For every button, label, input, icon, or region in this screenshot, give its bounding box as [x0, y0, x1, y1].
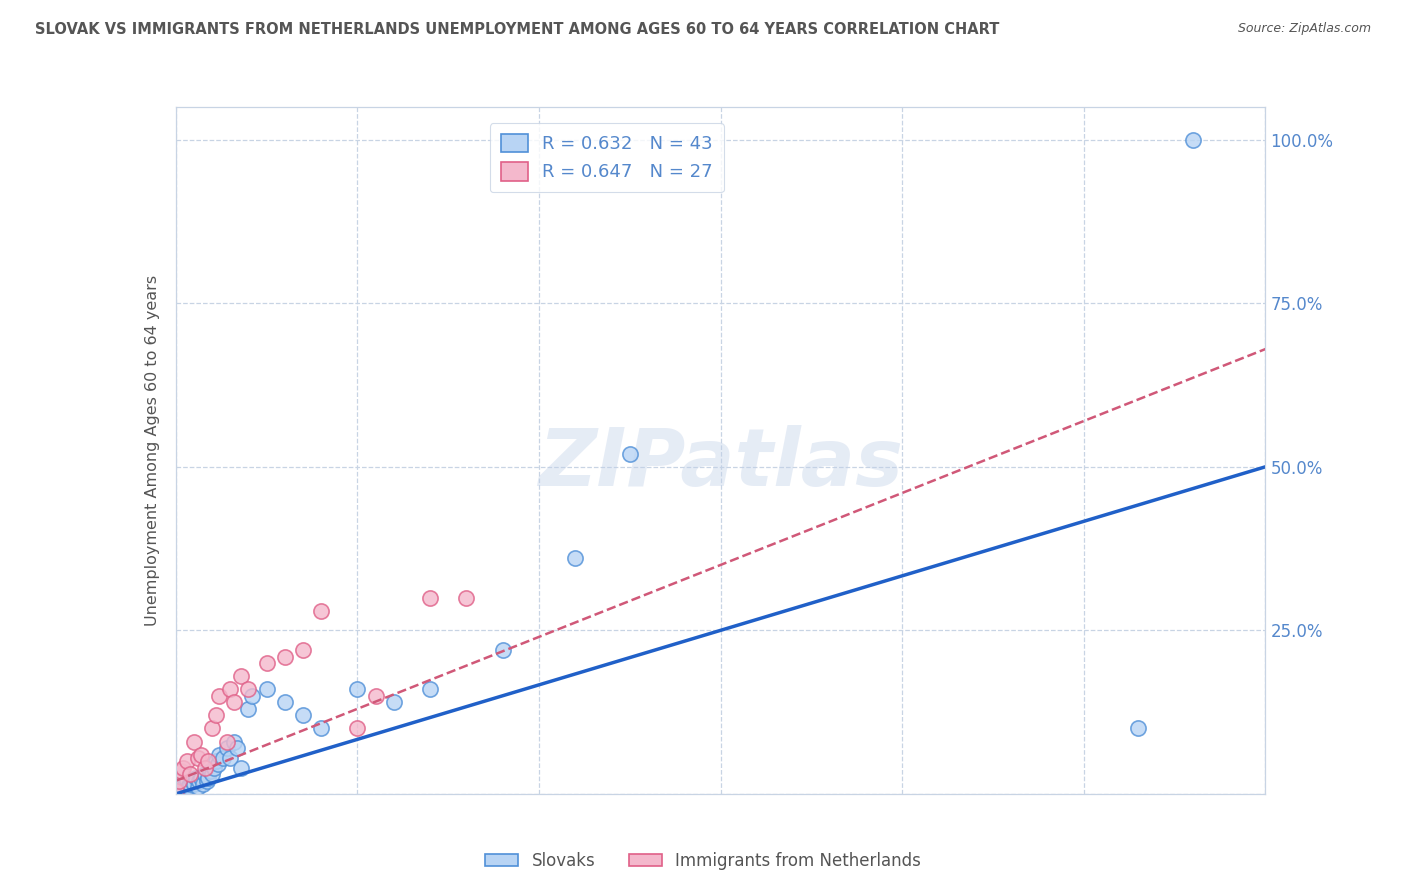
Point — [202, 761, 225, 775]
Point — [238, 682, 260, 697]
Point — [183, 777, 205, 791]
Point — [215, 741, 238, 756]
Legend: Slovaks, Immigrants from Netherlands: Slovaks, Immigrants from Netherlands — [478, 846, 928, 877]
Point — [186, 751, 209, 765]
Point — [181, 773, 204, 788]
Point — [231, 761, 253, 775]
Point — [274, 695, 297, 709]
Point — [197, 771, 219, 785]
Point — [173, 777, 195, 791]
Point — [240, 689, 263, 703]
Point — [204, 754, 226, 768]
Point — [201, 722, 224, 736]
Point — [208, 747, 231, 762]
Point — [619, 447, 641, 461]
Point — [172, 761, 194, 775]
Point — [492, 643, 515, 657]
Point — [419, 682, 441, 697]
Point — [208, 689, 231, 703]
Point — [212, 751, 235, 765]
Point — [197, 754, 219, 768]
Point — [382, 695, 405, 709]
Point — [231, 669, 253, 683]
Point — [215, 734, 238, 748]
Point — [256, 682, 278, 697]
Point — [419, 591, 441, 605]
Point — [291, 643, 314, 657]
Point — [222, 734, 245, 748]
Point — [346, 682, 368, 697]
Point — [200, 764, 222, 778]
Point — [194, 761, 217, 775]
Point — [170, 764, 193, 778]
Text: SLOVAK VS IMMIGRANTS FROM NETHERLANDS UNEMPLOYMENT AMONG AGES 60 TO 64 YEARS COR: SLOVAK VS IMMIGRANTS FROM NETHERLANDS UN… — [35, 22, 1000, 37]
Point — [179, 777, 201, 791]
Point — [219, 751, 242, 765]
Point — [222, 695, 245, 709]
Point — [190, 771, 212, 785]
Text: ZIPatlas: ZIPatlas — [538, 425, 903, 503]
Point — [176, 773, 198, 788]
Point — [1128, 722, 1150, 736]
Point — [195, 773, 218, 788]
Text: Source: ZipAtlas.com: Source: ZipAtlas.com — [1237, 22, 1371, 36]
Point — [190, 747, 212, 762]
Y-axis label: Unemployment Among Ages 60 to 64 years: Unemployment Among Ages 60 to 64 years — [145, 275, 160, 626]
Point — [364, 689, 387, 703]
Point — [256, 656, 278, 670]
Point — [346, 722, 368, 736]
Point — [191, 777, 214, 791]
Point — [194, 767, 217, 781]
Point — [165, 783, 187, 797]
Point — [204, 708, 226, 723]
Point — [183, 734, 205, 748]
Point — [219, 682, 242, 697]
Point — [179, 767, 201, 781]
Point — [188, 773, 211, 788]
Point — [226, 741, 249, 756]
Point — [184, 771, 207, 785]
Point — [186, 780, 209, 795]
Legend: R = 0.632   N = 43, R = 0.647   N = 27: R = 0.632 N = 43, R = 0.647 N = 27 — [489, 123, 724, 193]
Point — [169, 780, 191, 795]
Point — [309, 604, 332, 618]
Point — [238, 702, 260, 716]
Point — [165, 783, 187, 797]
Point — [172, 783, 194, 797]
Point — [201, 767, 224, 781]
Point — [1181, 133, 1204, 147]
Point — [564, 551, 586, 566]
Point — [176, 754, 198, 768]
Point — [309, 722, 332, 736]
Point — [207, 757, 229, 772]
Point — [456, 591, 478, 605]
Point — [169, 773, 191, 788]
Point — [274, 649, 297, 664]
Point — [177, 780, 200, 795]
Point — [291, 708, 314, 723]
